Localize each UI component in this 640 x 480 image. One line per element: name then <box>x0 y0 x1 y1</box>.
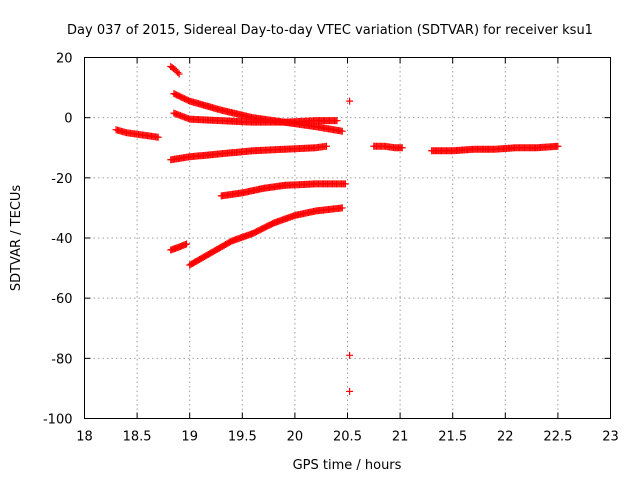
data-point <box>346 351 354 359</box>
x-tick-label: 22.5 <box>543 430 572 445</box>
series-arc-descending-a <box>170 90 346 135</box>
y-tick-label: -60 <box>51 292 72 307</box>
y-tick-label: -40 <box>51 232 72 247</box>
y-tick-label: 20 <box>56 52 73 67</box>
series-arc-rising <box>186 204 346 269</box>
series-arc-descending-b <box>170 109 341 126</box>
x-axis-title: GPS time / hours <box>293 458 402 473</box>
data-point <box>183 240 191 248</box>
x-tick-label: 21 <box>392 430 409 445</box>
data-point <box>341 180 349 188</box>
y-tick-label: 0 <box>64 112 72 127</box>
series-arc-minus-22 <box>217 180 349 200</box>
axis-ticks <box>84 57 611 419</box>
data-point <box>338 204 346 212</box>
y-axis-title: SDTVAR / TECUs <box>9 185 24 292</box>
series-arc-late <box>428 142 562 155</box>
series-arc-minus-43 <box>167 240 191 254</box>
x-tick-label: 18.5 <box>123 430 152 445</box>
data-point <box>554 142 562 150</box>
y-tick-label: -100 <box>43 413 73 428</box>
data-point <box>333 117 341 125</box>
data-points <box>112 63 562 395</box>
x-tick-label: 20 <box>287 430 304 445</box>
y-tick-label: -20 <box>51 172 72 187</box>
y-tick-label: -80 <box>51 352 72 367</box>
chart-title: Day 037 of 2015, Sidereal Day-to-day VTE… <box>67 23 593 38</box>
x-tick-label: 22 <box>497 430 514 445</box>
series-arc-21 <box>370 142 406 152</box>
data-point <box>174 69 182 77</box>
series-arc-early <box>112 126 162 141</box>
grid-lines <box>84 57 611 419</box>
data-point <box>175 70 183 78</box>
series-arc-upper-spike <box>167 63 183 78</box>
x-tick-label: 18 <box>76 430 93 445</box>
data-point <box>338 127 346 135</box>
data-point <box>346 97 354 105</box>
x-tick-label: 21.5 <box>438 430 467 445</box>
x-tick-label: 20.5 <box>333 430 362 445</box>
data-point <box>154 133 162 141</box>
series-isolated-points <box>346 97 354 395</box>
series-arc-minus-12 <box>167 142 330 164</box>
x-tick-label: 23 <box>602 430 619 445</box>
tick-labels: 18 18.5 19 19.5 20 20.5 21 21.5 22 22.5 23 -100 -80 -… <box>43 52 619 445</box>
data-point <box>398 144 406 152</box>
x-tick-label: 19 <box>181 430 198 445</box>
x-tick-label: 19.5 <box>228 430 257 445</box>
data-point <box>322 142 330 150</box>
data-point <box>346 387 354 395</box>
